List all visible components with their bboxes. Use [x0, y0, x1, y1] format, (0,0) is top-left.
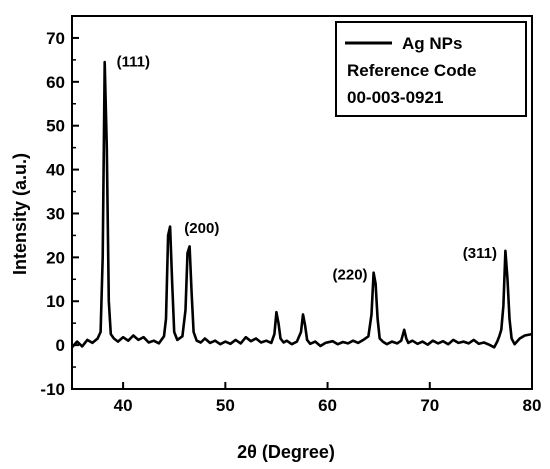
peak-label-1: (200) — [184, 220, 219, 237]
y-tick-label: -10 — [40, 380, 65, 399]
y-tick-label: 20 — [46, 248, 65, 267]
x-axis-title: 2θ (Degree) — [237, 442, 335, 462]
legend-entry-1: Reference Code — [347, 61, 476, 80]
y-tick-label: 10 — [46, 292, 65, 311]
y-tick-label: 50 — [46, 117, 65, 136]
peak-label-3: (311) — [463, 245, 497, 262]
y-tick-label: 60 — [46, 73, 65, 92]
x-tick-label: 60 — [318, 396, 337, 415]
legend-box — [335, 21, 527, 117]
y-tick-label: 0 — [56, 336, 65, 355]
x-tick-label: 50 — [216, 396, 235, 415]
x-tick-label: 80 — [523, 396, 542, 415]
plot-frame — [71, 15, 533, 390]
plot-area — [71, 15, 533, 390]
legend-entry-0: Ag NPs — [402, 34, 462, 53]
series-line-0 — [71, 60, 533, 349]
legend-entry-2: 00-003-0921 — [347, 88, 443, 107]
y-tick-label: 70 — [46, 29, 65, 48]
x-tick-label: 70 — [420, 396, 439, 415]
x-tick-label: 40 — [114, 396, 133, 415]
peak-annotations: (111) (200) (220) (311) — [117, 53, 497, 283]
peak-label-2: (220) — [333, 266, 368, 283]
peak-label-0: (111) — [117, 53, 150, 70]
legend: Ag NPs Reference Code 00-003-0921 — [335, 21, 527, 117]
y-tick-label: 40 — [46, 161, 65, 180]
axis-ticks: 40 50 60 70 80 -10 0 10 20 30 40 50 60 70 — [40, 29, 541, 415]
y-tick-label: 30 — [46, 204, 65, 223]
y-axis-title: Intensity (a.u.) — [10, 153, 30, 275]
